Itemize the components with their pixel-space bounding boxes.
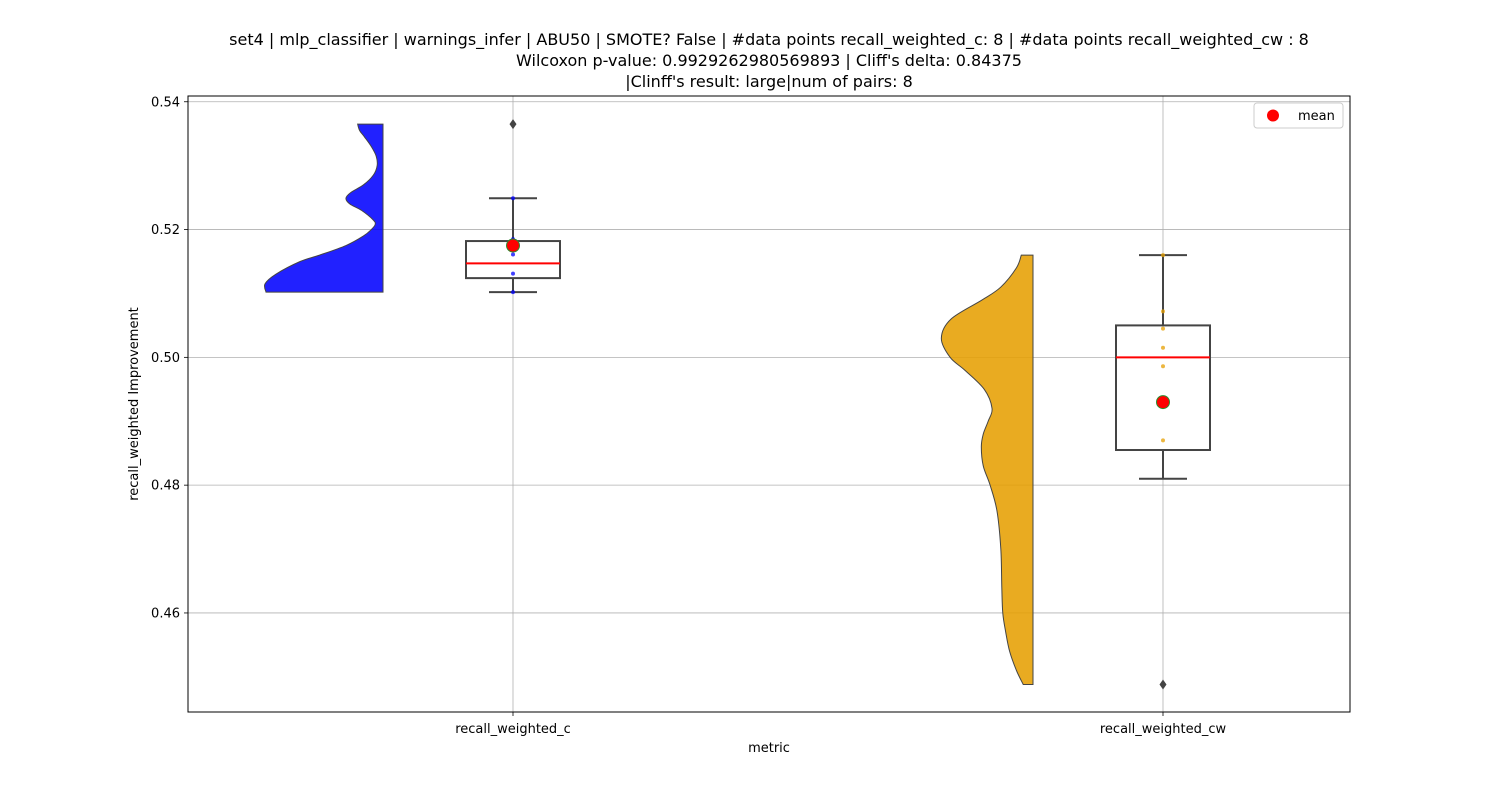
y-tick-label: 0.52	[151, 223, 180, 238]
axes-layer: 0.46 0.48 0.50 0.52 0.54 recall_weighted_c rec…	[151, 95, 1351, 737]
violin-recall-weighted-c	[263, 123, 384, 293]
data-point-recall-weighted-cw	[1161, 345, 1165, 350]
mean-marker-recall-weighted-cw	[1156, 395, 1170, 410]
legend-mean-marker	[1267, 109, 1279, 122]
data-point-recall-weighted-cw	[1161, 253, 1165, 258]
x-axis-label: metric	[748, 741, 790, 756]
y-tick-label: 0.46	[151, 606, 180, 621]
outlier-recall-weighted-c	[509, 119, 517, 130]
chart-title-line-1: set4 | mlp_classifier | warnings_infer |…	[229, 30, 1309, 49]
data-point-recall-weighted-cw	[1161, 438, 1165, 443]
chart-title-line-3: |Clinff's result: large|num of pairs: 8	[625, 72, 913, 91]
data-point-recall-weighted-c	[511, 290, 515, 295]
legend-mean-label: mean	[1298, 109, 1335, 124]
y-axis-label: recall_weighted Improvement	[127, 307, 142, 501]
violin-recall-weighted-cw	[940, 254, 1034, 686]
y-tick-label: 0.50	[151, 351, 180, 366]
x-tick-label: recall_weighted_cw	[1100, 722, 1227, 737]
data-point-recall-weighted-c	[511, 271, 515, 276]
x-tick-label: recall_weighted_c	[455, 722, 571, 737]
data-point-recall-weighted-cw	[1161, 364, 1165, 369]
mean-marker-recall-weighted-c	[506, 238, 520, 253]
box-layer	[465, 119, 1211, 690]
legend-frame	[1253, 102, 1344, 129]
chart-title-line-2: Wilcoxon p-value: 0.9929262980569893 | C…	[516, 51, 1022, 70]
data-point-recall-weighted-c	[511, 196, 515, 201]
plot-frame	[187, 95, 1351, 713]
legend: mean	[1253, 102, 1344, 129]
data-point-recall-weighted-cw	[1161, 326, 1165, 331]
y-tick-label: 0.54	[151, 95, 180, 110]
chart-title: set4 | mlp_classifier | warnings_infer |…	[188, 29, 1350, 92]
y-tick-label: 0.48	[151, 479, 180, 494]
violin-layer	[263, 123, 1034, 686]
data-point-recall-weighted-c	[511, 252, 515, 257]
box-recall-weighted-cw	[1115, 324, 1211, 452]
outlier-recall-weighted-cw	[1159, 679, 1167, 690]
data-point-recall-weighted-cw	[1161, 309, 1165, 314]
